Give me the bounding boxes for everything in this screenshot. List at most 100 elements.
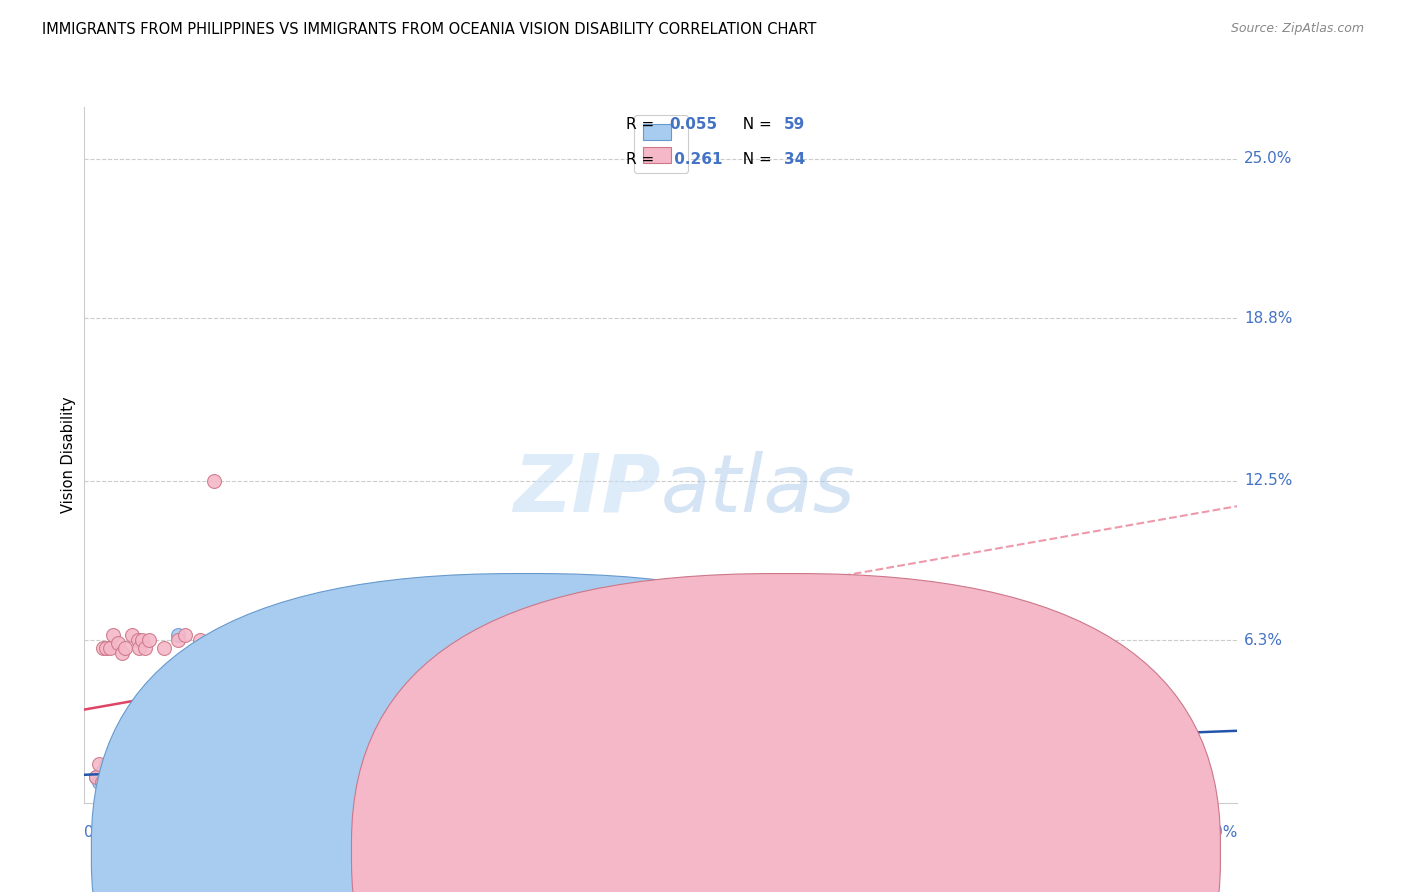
Point bbox=[124, 783, 146, 797]
Point bbox=[138, 770, 160, 784]
Text: Immigrants from Philippines: Immigrants from Philippines bbox=[534, 845, 741, 859]
Point bbox=[93, 770, 115, 784]
Point bbox=[103, 628, 124, 642]
Point bbox=[98, 770, 121, 784]
Point bbox=[188, 633, 211, 648]
Point bbox=[98, 641, 121, 656]
Point bbox=[127, 757, 149, 772]
Point bbox=[139, 757, 162, 772]
Text: 0.0%: 0.0% bbox=[84, 825, 124, 840]
Point bbox=[97, 764, 120, 779]
Point bbox=[128, 641, 150, 656]
Text: 59: 59 bbox=[785, 117, 806, 132]
Point bbox=[128, 775, 150, 789]
Point bbox=[100, 775, 122, 789]
Text: 34: 34 bbox=[785, 152, 806, 167]
Point bbox=[114, 641, 136, 656]
Point bbox=[1081, 783, 1104, 797]
Point bbox=[156, 775, 179, 789]
Point bbox=[152, 764, 174, 779]
Point bbox=[104, 770, 127, 784]
Text: R =: R = bbox=[626, 152, 659, 167]
Point bbox=[117, 775, 139, 789]
Point bbox=[91, 783, 114, 797]
Point bbox=[172, 770, 194, 784]
Point bbox=[506, 718, 529, 732]
Text: 0.055: 0.055 bbox=[669, 117, 717, 132]
Text: ZIP: ZIP bbox=[513, 450, 661, 529]
Point bbox=[90, 775, 112, 789]
Point bbox=[103, 783, 124, 797]
Text: 80.0%: 80.0% bbox=[1189, 825, 1237, 840]
Point bbox=[103, 764, 124, 779]
Point bbox=[110, 783, 132, 797]
Point bbox=[304, 783, 326, 797]
Point bbox=[274, 667, 298, 681]
Point bbox=[131, 633, 153, 648]
Point bbox=[225, 775, 247, 789]
Text: N =: N = bbox=[734, 152, 778, 167]
Text: Immigrants from Oceania: Immigrants from Oceania bbox=[794, 845, 981, 859]
Point bbox=[134, 641, 156, 656]
Point bbox=[94, 783, 117, 797]
Point bbox=[112, 783, 135, 797]
Text: Source: ZipAtlas.com: Source: ZipAtlas.com bbox=[1230, 22, 1364, 36]
Point bbox=[105, 783, 128, 797]
Point bbox=[108, 770, 131, 784]
Point bbox=[188, 783, 211, 797]
Text: 12.5%: 12.5% bbox=[1244, 473, 1292, 488]
Text: 6.3%: 6.3% bbox=[1244, 633, 1284, 648]
Point bbox=[121, 628, 143, 642]
Point bbox=[134, 775, 156, 789]
Point bbox=[118, 783, 141, 797]
Point bbox=[132, 770, 155, 784]
Point bbox=[111, 646, 134, 660]
Point bbox=[87, 757, 110, 772]
Point bbox=[107, 783, 129, 797]
Point bbox=[246, 628, 269, 642]
Point bbox=[142, 770, 165, 784]
Point bbox=[96, 770, 118, 784]
Point bbox=[202, 775, 225, 789]
Point bbox=[160, 783, 183, 797]
Point bbox=[124, 783, 146, 797]
Point bbox=[174, 744, 197, 758]
Legend: , : , bbox=[634, 115, 688, 173]
Point bbox=[138, 633, 160, 648]
Text: atlas: atlas bbox=[661, 450, 856, 529]
Point bbox=[120, 770, 142, 784]
Point bbox=[181, 770, 204, 784]
Point bbox=[107, 636, 129, 650]
Point bbox=[202, 474, 225, 488]
Point bbox=[118, 770, 141, 784]
Point bbox=[217, 783, 239, 797]
Point bbox=[105, 757, 128, 772]
Point bbox=[209, 770, 232, 784]
Point bbox=[152, 641, 174, 656]
Point bbox=[160, 783, 183, 797]
Point bbox=[105, 775, 128, 789]
Point bbox=[145, 783, 167, 797]
Point bbox=[94, 641, 117, 656]
Point bbox=[145, 775, 167, 789]
Point bbox=[110, 775, 132, 789]
Point bbox=[122, 775, 145, 789]
Point bbox=[117, 775, 139, 789]
Point bbox=[433, 706, 456, 720]
Text: 25.0%: 25.0% bbox=[1244, 151, 1292, 166]
Point bbox=[142, 775, 165, 789]
Point bbox=[94, 757, 117, 772]
Point bbox=[148, 770, 170, 784]
Point bbox=[167, 628, 190, 642]
Point bbox=[174, 628, 197, 642]
Point bbox=[90, 764, 112, 779]
Text: IMMIGRANTS FROM PHILIPPINES VS IMMIGRANTS FROM OCEANIA VISION DISABILITY CORRELA: IMMIGRANTS FROM PHILIPPINES VS IMMIGRANT… bbox=[42, 22, 817, 37]
Point bbox=[127, 633, 149, 648]
Point bbox=[260, 641, 283, 656]
Point bbox=[94, 775, 117, 789]
Text: R =: R = bbox=[626, 117, 659, 132]
Point bbox=[115, 757, 138, 772]
Text: N =: N = bbox=[734, 117, 778, 132]
Point bbox=[114, 770, 136, 784]
Point bbox=[96, 783, 118, 797]
